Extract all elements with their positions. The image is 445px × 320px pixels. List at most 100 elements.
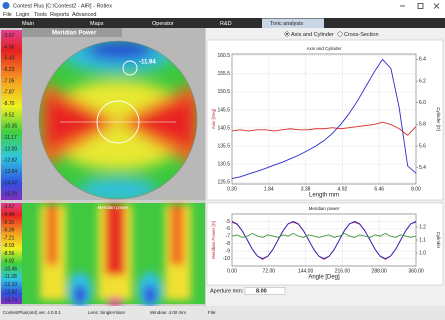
- plot-frame: [206, 202, 444, 286]
- color-scale: [1, 30, 22, 200]
- y-tick-label: -5: [226, 219, 231, 225]
- tab[interactable]: Toric analysis: [270, 21, 303, 27]
- app-icon: [2, 2, 10, 9]
- series-line: [231, 58, 417, 180]
- scale-label: -8.56: [3, 251, 15, 257]
- scale-label: -12.92: [3, 290, 17, 296]
- title-bar: [0, 0, 445, 11]
- y2-tick-label: 5.6: [419, 143, 426, 149]
- y-tick-label: 150.5: [217, 89, 230, 95]
- status-text: Lens: SingleVision: [88, 310, 125, 315]
- marker-circle: [122, 60, 138, 76]
- plot-title: Meridian power: [309, 206, 340, 211]
- x-tick-label: 72.00: [263, 268, 276, 274]
- menu-item[interactable]: File: [3, 12, 12, 18]
- x-axis-label: Angle [Deg]: [308, 275, 340, 281]
- tab-bar: [0, 18, 445, 28]
- y-tick-label: -10: [223, 256, 230, 262]
- radio-label[interactable]: Cross-Section: [344, 32, 379, 38]
- menu-item[interactable]: Login: [16, 12, 29, 18]
- series-line: [231, 232, 417, 238]
- status-bar: [0, 306, 445, 320]
- close-button[interactable]: [433, 3, 440, 9]
- status-text: File:: [208, 310, 217, 315]
- scale-label: -5.43: [3, 56, 15, 62]
- scale-label: -11.17: [3, 135, 17, 141]
- map-title: Meridian Power: [52, 31, 97, 37]
- scale-label: -9.52: [3, 112, 15, 118]
- status-text: Window: 4.00 mm: [150, 310, 186, 315]
- y-tick-label: -6: [226, 226, 231, 232]
- scale-label: -8.03: [3, 243, 15, 249]
- radio-button[interactable]: [337, 31, 343, 37]
- color-scale: [1, 203, 22, 304]
- scale-label: -10.46: [3, 266, 17, 272]
- scale-label: -6.23: [3, 67, 15, 73]
- y-tick-label: 145.5: [217, 107, 230, 113]
- x-tick-label: 6.46: [374, 186, 384, 192]
- status-text: ContestPlus(x64) ver. 4.0.0.1: [3, 310, 62, 315]
- scale-label: -3.67: [3, 33, 15, 39]
- y2-tick-label: 6.4: [419, 57, 426, 63]
- scale-label: -4.56: [3, 44, 15, 50]
- y-tick-label: -9: [226, 248, 231, 254]
- scale-label: -12.82: [3, 158, 17, 164]
- lens-outline: [38, 40, 198, 200]
- tab[interactable]: Main: [22, 21, 34, 27]
- scale-label: -14.47: [3, 180, 17, 186]
- plot-frame: [206, 39, 444, 201]
- active-tab[interactable]: [262, 18, 324, 29]
- scale-label: -12.10: [3, 282, 17, 288]
- series-line: [231, 220, 417, 260]
- y-tick-label: 130.5: [217, 161, 230, 167]
- series-line: [231, 221, 417, 260]
- y-axis-label: Axis [Deg]: [211, 109, 216, 130]
- y-axis-label: Meridian Power [D]: [211, 221, 216, 259]
- aperture-input[interactable]: [244, 287, 286, 295]
- scale-label: -5.31: [3, 220, 15, 226]
- menu-item[interactable]: Reports: [50, 12, 70, 18]
- x-axis-label: Length mm: [309, 193, 339, 199]
- menu-bar: [0, 11, 445, 18]
- scale-label: -15.29: [3, 192, 17, 198]
- x-tick-label: 0.30: [227, 186, 237, 192]
- scale-label: -3.67: [3, 204, 15, 210]
- y-tick-label: 160.5: [217, 53, 230, 59]
- tab[interactable]: Maps: [90, 21, 104, 27]
- tab[interactable]: Operator: [152, 21, 174, 27]
- y2-tick-label: 6.0: [419, 100, 426, 106]
- y2-tick-label: 1.2: [419, 224, 426, 230]
- map-header: [22, 28, 122, 37]
- aperture-label: Aperture mm:: [210, 288, 244, 294]
- window-title: Contest Plus [C:\Contest2 - AIR] - Rotle…: [13, 3, 112, 9]
- y-tick-label: -8: [226, 241, 231, 247]
- scale-label: -4.49: [3, 212, 15, 218]
- meridian-map: [22, 203, 205, 308]
- y-tick-label: 125.5: [217, 180, 230, 186]
- x-tick-label: 360.00: [408, 268, 424, 274]
- scale-label: -12.00: [3, 146, 17, 152]
- map-annotation: -11.94: [139, 60, 156, 66]
- x-tick-label: 3.38: [301, 186, 311, 192]
- scale-label: -9.92: [3, 259, 15, 265]
- x-tick-label: 8.00: [411, 186, 421, 192]
- x-tick-label: 288.00: [372, 268, 388, 274]
- tab[interactable]: R&D: [220, 21, 232, 27]
- map-title: Meridian power: [98, 205, 129, 210]
- y2-axis-label: Cylinder: [436, 232, 441, 249]
- y-tick-label: -7: [226, 234, 231, 240]
- aperture-value[interactable]: 8.00: [256, 288, 267, 294]
- radio-label[interactable]: Axis and Cylinder: [291, 32, 334, 38]
- y2-tick-label: 1.1: [419, 237, 426, 243]
- menu-item[interactable]: Tools: [34, 12, 47, 18]
- x-tick-label: 0.00: [227, 268, 237, 274]
- x-tick-label: 216.00: [335, 268, 351, 274]
- x-tick-label: 4.92: [338, 186, 348, 192]
- scale-label: -7.21: [3, 235, 15, 241]
- scale-label: -7.05: [3, 78, 15, 84]
- y2-tick-label: 5.8: [419, 122, 426, 128]
- maximize-button[interactable]: [417, 3, 424, 9]
- menu-item[interactable]: Advanced: [72, 12, 96, 18]
- x-tick-label: 1.84: [264, 186, 274, 192]
